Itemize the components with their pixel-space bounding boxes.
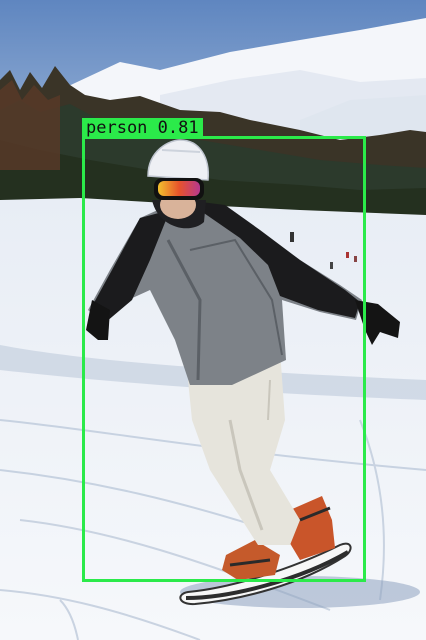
left-glove bbox=[86, 300, 110, 340]
jacket bbox=[88, 200, 362, 385]
detection-class: person bbox=[86, 118, 148, 138]
snow-pants bbox=[188, 350, 300, 545]
right-glove bbox=[355, 300, 400, 345]
detection-label: person 0.81 bbox=[82, 118, 203, 138]
detection-confidence: 0.81 bbox=[157, 118, 199, 138]
left-boot bbox=[222, 540, 280, 580]
